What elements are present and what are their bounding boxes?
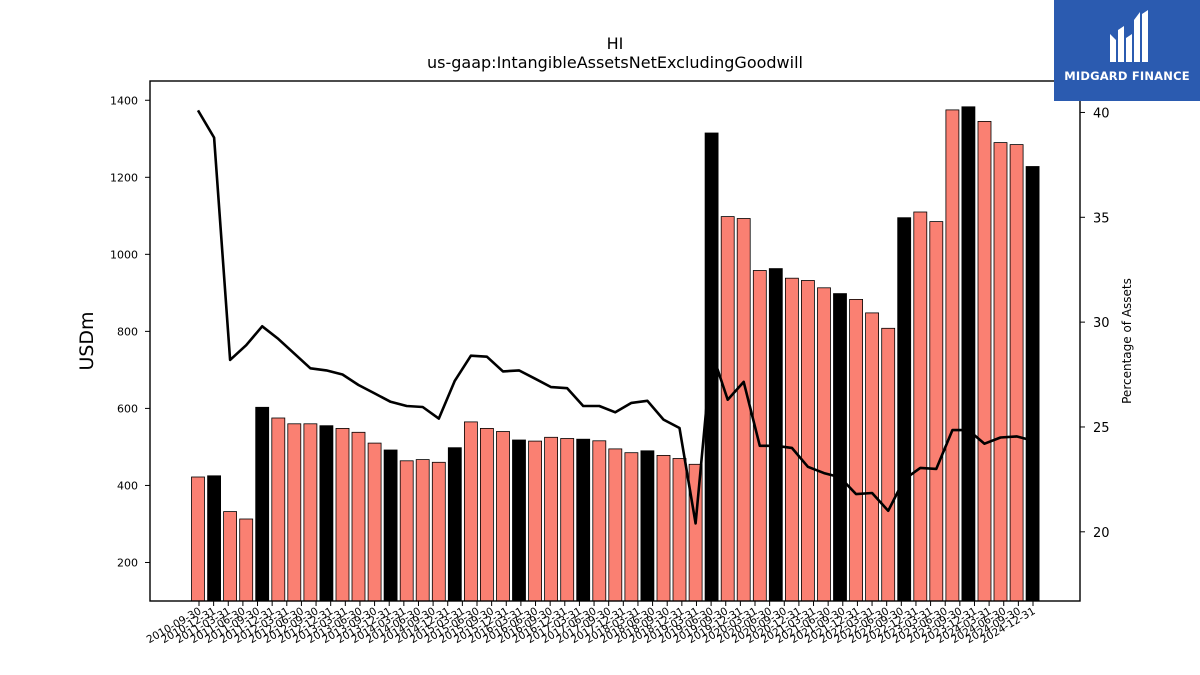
bar <box>303 423 318 602</box>
percentage-line <box>196 109 1033 525</box>
bar <box>271 417 286 602</box>
y-tick-label: 600 <box>117 402 138 415</box>
y2-tick-label: 25 <box>1093 421 1110 436</box>
axes: 20040060080010001200140020253035402010-0… <box>110 80 1110 646</box>
line-group <box>196 109 1033 525</box>
bar <box>768 268 783 602</box>
bar <box>801 280 815 602</box>
bar <box>961 106 976 602</box>
bar <box>945 109 960 602</box>
bar <box>817 287 831 602</box>
bar <box>207 475 222 602</box>
bar <box>528 440 542 602</box>
bar <box>560 438 575 602</box>
bar <box>881 327 896 602</box>
bar <box>191 476 205 602</box>
bar <box>287 423 302 602</box>
bar <box>544 436 558 602</box>
bar <box>592 440 607 602</box>
bar <box>608 448 623 602</box>
bar <box>319 425 334 602</box>
bar <box>351 431 366 602</box>
bar <box>736 218 751 602</box>
bar <box>977 121 992 602</box>
bar <box>833 293 847 602</box>
bar <box>720 216 735 602</box>
bar <box>223 511 238 602</box>
y-tick-label: 1400 <box>110 94 138 107</box>
bar <box>913 211 928 602</box>
bar <box>431 461 446 602</box>
bar <box>624 452 639 602</box>
bar <box>785 277 799 602</box>
bar <box>415 459 430 602</box>
bar <box>479 427 494 602</box>
bar <box>576 438 591 602</box>
bar <box>239 518 254 602</box>
y2-tick-label: 35 <box>1093 211 1110 226</box>
bar <box>463 421 478 602</box>
bar <box>255 406 270 602</box>
bar <box>656 454 671 602</box>
bar <box>496 431 510 602</box>
bar <box>367 442 382 602</box>
y-tick-label: 200 <box>117 556 138 569</box>
bar <box>447 447 462 602</box>
bar <box>897 217 912 602</box>
bar <box>849 298 863 602</box>
bar <box>512 439 526 602</box>
chart-subtitle: us-gaap:IntangibleAssetsNetExcludingGood… <box>427 53 803 72</box>
bar <box>752 270 767 602</box>
bar <box>1025 166 1040 602</box>
y2-tick-label: 30 <box>1093 316 1110 331</box>
bar-group <box>191 106 1040 602</box>
y-axis-label: USDm <box>76 311 98 370</box>
bar <box>335 427 350 602</box>
bar <box>672 458 687 602</box>
y-tick-label: 1200 <box>110 171 138 184</box>
bar <box>399 460 414 602</box>
bar <box>640 450 655 602</box>
bar <box>383 449 398 602</box>
y2-tick-label: 40 <box>1093 106 1110 121</box>
bar <box>1009 144 1024 602</box>
bar <box>993 142 1008 602</box>
y-tick-label: 1000 <box>110 248 138 261</box>
chart-title: HI <box>607 34 624 53</box>
bar <box>865 312 879 602</box>
brand-name: MIDGARD FINANCE <box>1064 69 1190 83</box>
y-tick-label: 800 <box>117 325 138 338</box>
brand-badge: MIDGARD FINANCE <box>1054 0 1200 101</box>
y-tick-label: 400 <box>117 479 138 492</box>
y2-axis-label: Percentage of Assets <box>1120 278 1134 404</box>
bar <box>929 221 944 602</box>
y2-tick-label: 20 <box>1093 526 1110 541</box>
plot-frame <box>149 80 1081 602</box>
midgard-logo-icon <box>1110 10 1148 62</box>
